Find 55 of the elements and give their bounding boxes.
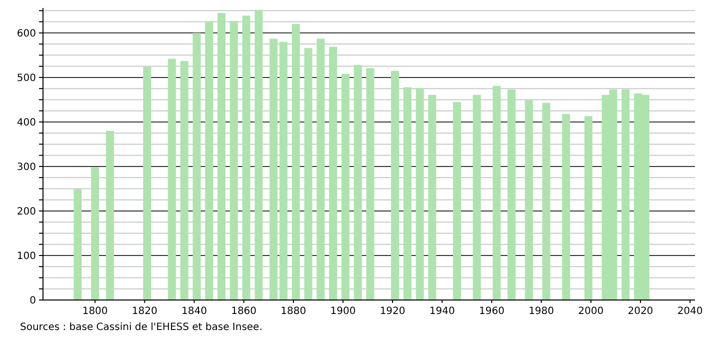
bar	[524, 100, 533, 300]
bar	[205, 22, 214, 300]
y-tick-label: 100	[16, 250, 36, 262]
x-tick-label: 1920	[380, 306, 406, 317]
bar	[74, 189, 82, 300]
source-note: Sources : base Cassini de l'EHESS et base Insee.	[20, 322, 262, 333]
x-tick-label: 1840	[182, 306, 207, 317]
bar	[492, 86, 501, 300]
bar	[254, 10, 263, 300]
x-tick-label: 1800	[82, 306, 108, 317]
bar	[542, 102, 550, 300]
bar	[341, 74, 350, 300]
bar	[279, 42, 288, 300]
x-tick-label: 2020	[628, 306, 654, 317]
bar	[217, 12, 226, 300]
bar	[354, 64, 362, 300]
bar	[168, 58, 176, 300]
bar	[508, 89, 516, 300]
x-tick-label: 2000	[578, 306, 604, 317]
y-tick-label: 200	[16, 206, 36, 218]
y-tick-label: 300	[16, 162, 36, 173]
x-tick-label: 1940	[429, 306, 455, 317]
bar	[562, 114, 570, 300]
bar	[416, 88, 424, 300]
y-tick-label: 0	[30, 296, 36, 306]
x-tick-label: 1900	[330, 306, 356, 317]
y-tick-label: 600	[16, 28, 36, 40]
x-tick-label: 1960	[478, 306, 504, 317]
bar	[292, 24, 300, 300]
x-tick-label: 1980	[528, 306, 554, 317]
bar	[180, 60, 188, 300]
bar	[622, 89, 630, 300]
bar	[453, 102, 462, 300]
bar	[304, 48, 312, 300]
y-tick-label: 400	[16, 117, 36, 128]
bar	[91, 167, 100, 300]
bar	[143, 66, 152, 300]
y-tick-label: 500	[16, 72, 36, 84]
bar	[329, 46, 338, 300]
bar	[366, 68, 374, 300]
x-tick-label: 1860	[231, 306, 257, 317]
x-tick-label: 2040	[677, 306, 703, 317]
bar	[230, 20, 238, 300]
bar	[403, 87, 412, 300]
bar	[192, 32, 201, 300]
x-tick-label: 1820	[132, 306, 158, 317]
bar	[316, 38, 325, 300]
bar	[391, 70, 400, 300]
bar	[472, 94, 481, 300]
bar	[106, 130, 114, 300]
x-tick-label: 1880	[280, 306, 306, 317]
bar	[242, 16, 250, 300]
bar	[584, 116, 592, 300]
bar	[270, 38, 278, 300]
bar	[428, 94, 436, 300]
